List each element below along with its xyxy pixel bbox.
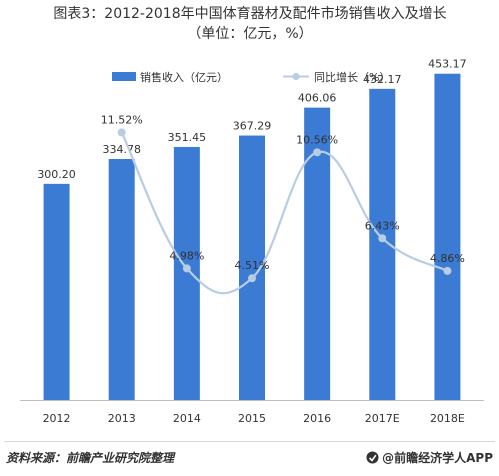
bar-data-label: 453.17	[428, 58, 467, 71]
footer-divider	[4, 441, 495, 442]
legend-label-line: 同比增长（%）	[314, 70, 390, 84]
bar-data-label: 300.20	[37, 168, 76, 181]
bar-data-label: 351.45	[168, 131, 207, 144]
chart-title: 图表3：2012-2018年中国体育器材及配件市场销售收入及增长 （单位：亿元，…	[6, 4, 494, 44]
growth-data-label: 4.86%	[430, 252, 465, 265]
x-tick-label: 2017E	[365, 412, 400, 425]
legend: 销售收入（亿元） 同比增长（%）	[112, 70, 390, 84]
x-tick-label: 2018E	[430, 412, 465, 425]
growth-point	[313, 148, 322, 157]
bar	[434, 73, 461, 401]
legend-swatch-bar	[112, 72, 136, 81]
chart-title-line2: （单位：亿元，%）	[187, 26, 313, 42]
growth-data-label: 11.52%	[101, 113, 143, 126]
bar-data-label: 367.29	[233, 120, 272, 133]
brand-logo-icon	[366, 451, 379, 464]
bar-data-label: 432.17	[363, 73, 402, 86]
growth-point	[117, 128, 126, 137]
x-axis: 2012 2013 2014 2015 2016 2017E 2018E	[20, 400, 484, 425]
growth-line	[120, 131, 448, 295]
legend-label-bar: 销售收入（亿元）	[140, 70, 228, 84]
growth-point	[378, 234, 387, 243]
growth-point	[182, 264, 191, 273]
line-series: 11.52% 4.98% 4.51% 10.56% 6.43% 4.86%	[101, 113, 465, 295]
bar	[108, 158, 135, 400]
x-tick-label: 2013	[108, 412, 136, 425]
x-tick-label: 2015	[238, 412, 266, 425]
source-note: 资料来源：前瞻产业研究院整理	[6, 451, 175, 465]
growth-point	[248, 274, 256, 283]
bar-data-label: 406.06	[298, 92, 337, 105]
combo-chart: 销售收入（亿元） 同比增长（%） 300.20 334.78 351.45 367.29…	[20, 58, 484, 425]
growth-data-label: 10.56%	[296, 133, 338, 146]
chart-title-line1: 图表3：2012-2018年中国体育器材及配件市场销售收入及增长	[53, 6, 447, 22]
brand-text: @前瞻经济学人APP	[382, 451, 493, 465]
growth-point	[443, 266, 452, 275]
bar-series: 300.20 334.78 351.45 367.29 406.06 432.17 453.…	[37, 58, 467, 401]
bar-data-label: 334.78	[102, 143, 141, 156]
bar	[304, 107, 331, 400]
growth-data-label: 4.51%	[235, 259, 270, 272]
x-tick-label: 2012	[43, 412, 71, 425]
brand-credit: @前瞻经济学人APP	[366, 449, 493, 466]
bar	[43, 183, 70, 400]
legend-marker-line	[292, 73, 300, 80]
x-tick-label: 2014	[173, 412, 201, 425]
x-tick-label: 2016	[303, 412, 331, 425]
bar	[173, 146, 200, 400]
growth-data-label: 6.43%	[365, 219, 400, 232]
growth-data-label: 4.98%	[169, 249, 204, 262]
